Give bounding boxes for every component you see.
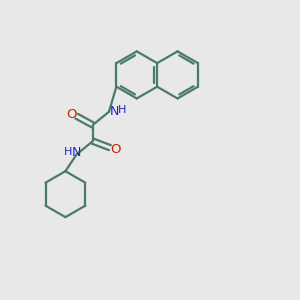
Text: H: H — [64, 147, 73, 157]
Text: N: N — [71, 146, 81, 159]
Text: N: N — [110, 105, 119, 118]
Text: H: H — [118, 105, 126, 115]
Text: O: O — [66, 108, 76, 121]
Text: O: O — [110, 142, 120, 156]
